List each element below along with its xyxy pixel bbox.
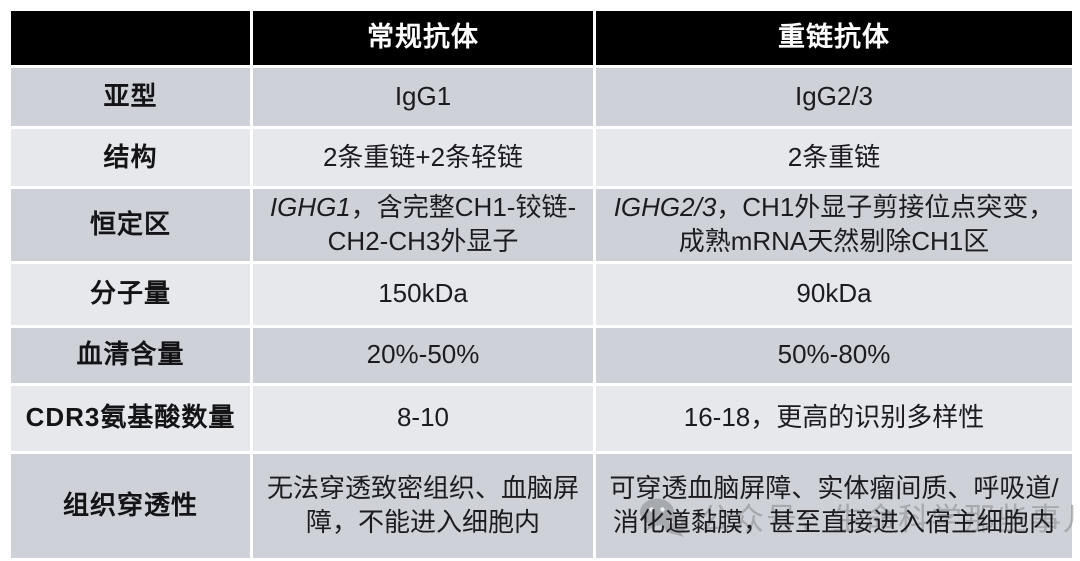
cell-cdr3-conventional: 8-10 [250, 382, 596, 454]
cell-constant-region-conventional: IGHG1，含完整CH1-铰链-CH2-CH3外显子 [250, 186, 596, 264]
cell-serum-content-conventional: 20%-50% [250, 324, 596, 386]
cell-structure-conventional: 2条重链+2条轻链 [250, 126, 596, 189]
cell-serum-content-heavy: 50%-80% [593, 324, 1075, 386]
cell-molecular-weight-conventional: 150kDa [250, 260, 596, 328]
header-row: 常规抗体 重链抗体 [8, 8, 1075, 68]
row-label-tissue-penetration: 组织穿透性 [8, 450, 253, 561]
table-row-tissue-penetration: 组织穿透性 无法穿透致密组织、血脑屏障，不能进入细胞内 可穿透血脑屏障、实体瘤间… [8, 450, 1075, 561]
cell-constant-region-heavy: IGHG2/3，CH1外显子剪接位点突变，成熟mRNA天然剔除CH1区 [593, 186, 1075, 264]
row-label-structure: 结构 [8, 126, 253, 189]
header-empty-cell [8, 8, 253, 68]
antibody-comparison-table: 常规抗体 重链抗体 亚型 IgG1 IgG2/3 结构 2条重链+2条轻链 2条… [8, 8, 1075, 561]
row-label-molecular-weight: 分子量 [8, 260, 253, 328]
cell-structure-heavy: 2条重链 [593, 126, 1075, 189]
cell-cdr3-heavy: 16-18，更高的识别多样性 [593, 382, 1075, 454]
table-row-subtype: 亚型 IgG1 IgG2/3 [8, 65, 1075, 129]
table-row-cdr3-count: CDR3氨基酸数量 8-10 16-18，更高的识别多样性 [8, 382, 1075, 454]
cell-tissue-penetration-heavy: 可穿透血脑屏障、实体瘤间质、呼吸道/消化道黏膜，甚至直接进入宿主细胞内 [593, 450, 1075, 561]
gene-name-italic: IGHG1 [269, 192, 351, 222]
cell-subtype-conventional: IgG1 [250, 65, 596, 129]
table-row-structure: 结构 2条重链+2条轻链 2条重链 [8, 126, 1075, 189]
header-conventional-antibody: 常规抗体 [250, 8, 596, 68]
table-row-serum-content: 血清含量 20%-50% 50%-80% [8, 324, 1075, 386]
header-heavy-chain-antibody: 重链抗体 [593, 8, 1075, 68]
gene-name-italic: IGHG2/3 [613, 192, 717, 222]
cell-tissue-penetration-conventional: 无法穿透致密组织、血脑屏障，不能进入细胞内 [250, 450, 596, 561]
row-label-constant-region: 恒定区 [8, 186, 253, 264]
row-label-cdr3-count: CDR3氨基酸数量 [8, 382, 253, 454]
table-row-molecular-weight: 分子量 150kDa 90kDa [8, 260, 1075, 328]
row-label-serum-content: 血清含量 [8, 324, 253, 386]
row-label-subtype: 亚型 [8, 65, 253, 129]
cell-subtype-heavy: IgG2/3 [593, 65, 1075, 129]
table-row-constant-region: 恒定区 IGHG1，含完整CH1-铰链-CH2-CH3外显子 IGHG2/3，C… [8, 186, 1075, 264]
cell-molecular-weight-heavy: 90kDa [593, 260, 1075, 328]
